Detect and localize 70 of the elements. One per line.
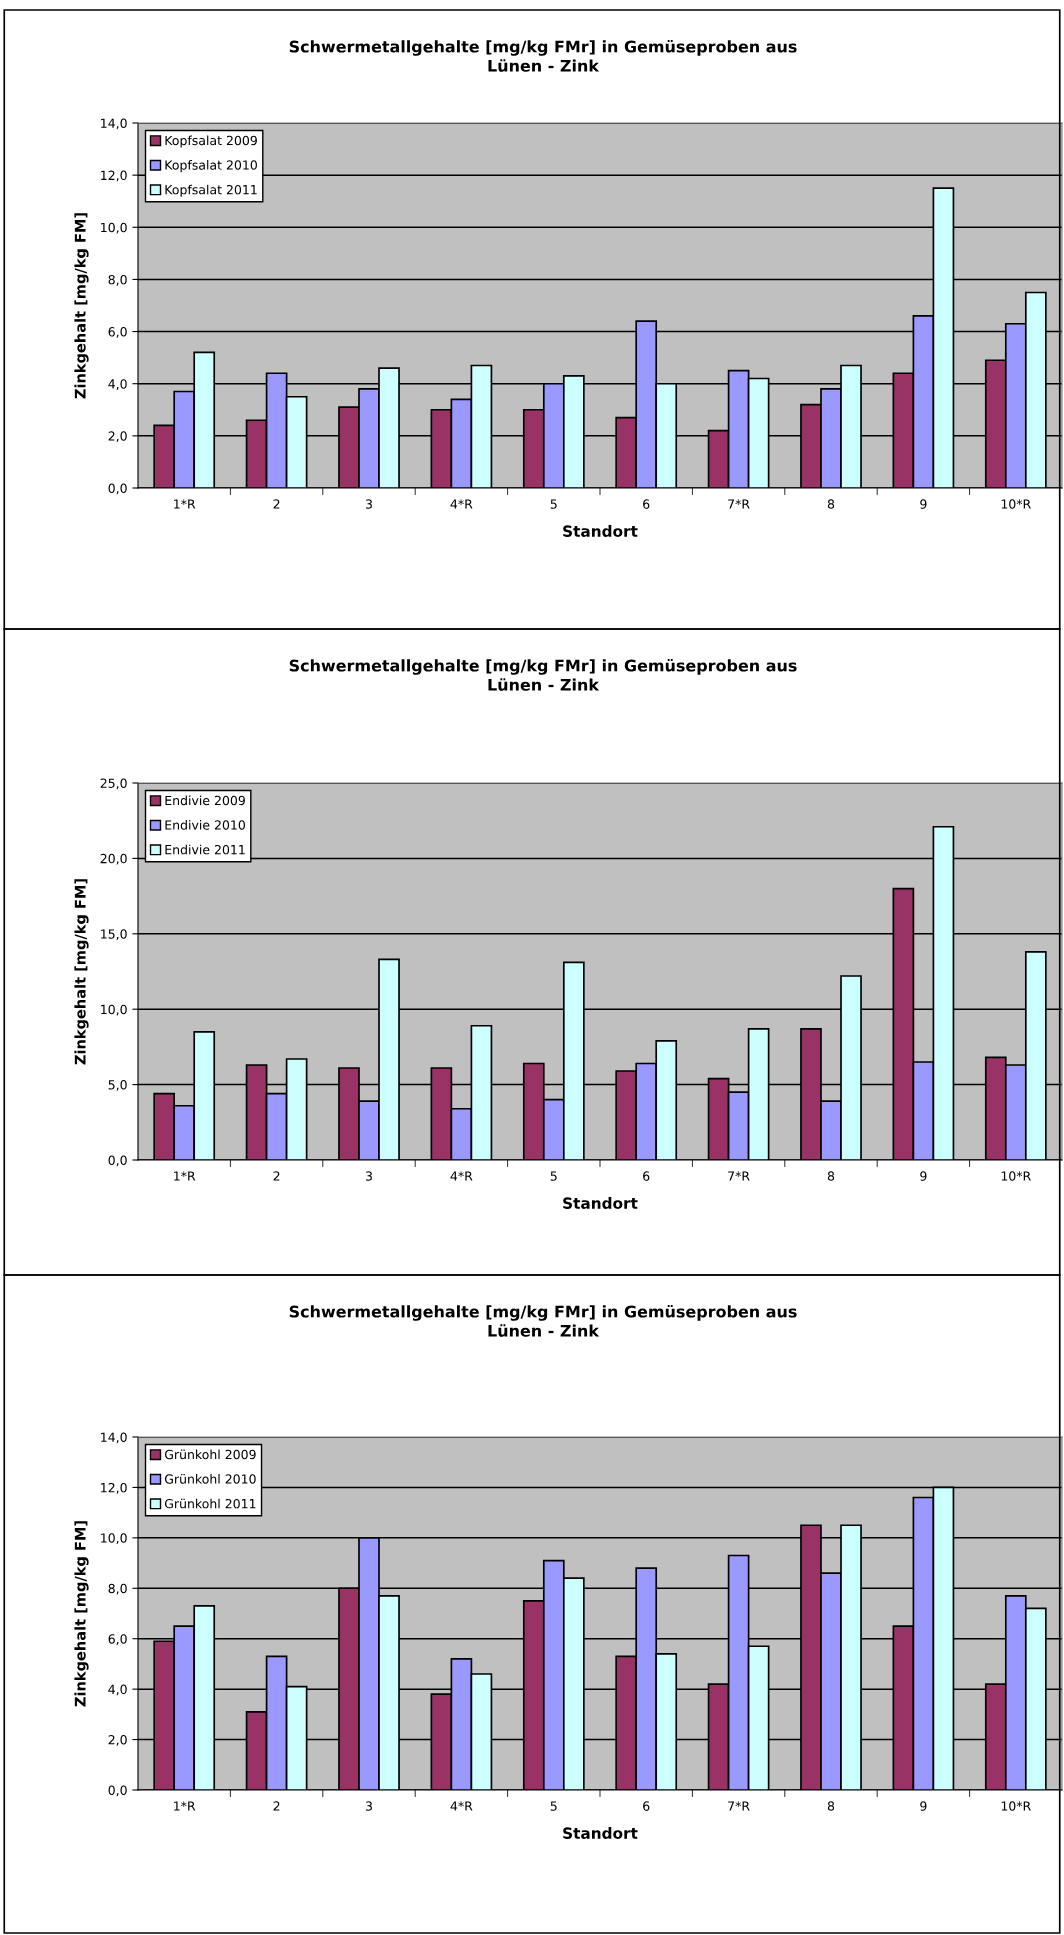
y-tick-label: 0,0 <box>108 1785 127 1797</box>
y-tick-label: 14,0 <box>101 118 127 130</box>
y-tick-label: 0,0 <box>108 1155 127 1167</box>
x-tick-label: 2 <box>273 1171 280 1181</box>
y-tick-label: 8,0 <box>108 274 127 286</box>
x-tick-label: 8 <box>827 499 835 509</box>
x-axis-title: Standort <box>563 1197 638 1209</box>
y-tick-label: 2,0 <box>108 431 127 443</box>
x-tick-label: 10*R <box>1001 1801 1031 1811</box>
x-tick-label: 2 <box>273 1801 280 1811</box>
x-tick-label: 2 <box>273 499 280 509</box>
x-tick-label: 1*R <box>174 1171 196 1181</box>
chart-title: Schwermetallgehalte [mg/kg FMr] in Gemüseproben aus Lünen - Zink <box>289 40 797 72</box>
x-tick-label: 9 <box>920 499 927 509</box>
y-axis-title: Zinkgehalt [mg/kg FM] <box>74 1521 89 1707</box>
y-tick-label: 12,0 <box>101 170 127 182</box>
x-tick-label: 4*R <box>450 1801 473 1811</box>
x-tick-label: 7*R <box>728 1171 750 1181</box>
y-tick-label: 10,0 <box>101 1533 127 1545</box>
y-tick-label: 10,0 <box>101 1004 127 1016</box>
y-tick-label: 10,0 <box>101 222 127 234</box>
x-tick-label: 4*R <box>450 499 473 509</box>
x-tick-label: 6 <box>643 1801 650 1811</box>
y-axis-title: Zinkgehalt [mg/kg FM] <box>74 213 89 399</box>
legend-label: Endivie 2010 <box>165 820 245 830</box>
x-tick-label: 1*R <box>174 499 196 509</box>
x-tick-label: 3 <box>365 1171 372 1181</box>
x-tick-label: 10*R <box>1001 499 1031 509</box>
y-tick-label: 6,0 <box>108 327 127 338</box>
legend-label: Grünkohl 2011 <box>164 1498 256 1509</box>
x-tick-label: 6 <box>643 1171 650 1181</box>
legend-label: Endivie 2009 <box>165 795 245 806</box>
x-tick-label: 10*R <box>1001 1171 1031 1181</box>
x-tick-label: 5 <box>550 1801 557 1811</box>
x-tick-label: 4*R <box>450 1171 473 1181</box>
chart-title: Schwermetallgehalte [mg/kg FMr] in Gemüseproben aus Lünen - Zink <box>289 659 797 691</box>
legend-label: Grünkohl 2009 <box>164 1449 256 1460</box>
y-tick-label: 4,0 <box>108 1684 127 1696</box>
y-axis-title: Zinkgehalt [mg/kg FM] <box>74 879 89 1065</box>
x-tick-label: 8 <box>827 1171 835 1181</box>
y-tick-label: 6,0 <box>108 1634 127 1645</box>
y-tick-label: 12,0 <box>101 1482 127 1494</box>
legend-label: Endivie 2011 <box>165 844 245 855</box>
x-axis-title: Standort <box>563 525 638 537</box>
x-tick-label: 1*R <box>174 1801 196 1811</box>
x-tick-label: 7*R <box>728 499 750 509</box>
x-tick-label: 3 <box>365 1801 372 1811</box>
legend-label: Kopfsalat 2009 <box>165 135 257 148</box>
x-tick-label: 9 <box>920 1801 927 1811</box>
y-tick-label: 8,0 <box>108 1583 127 1595</box>
y-tick-label: 2,0 <box>108 1735 127 1746</box>
y-tick-label: 14,0 <box>101 1432 127 1444</box>
y-tick-label: 15,0 <box>101 929 127 940</box>
x-tick-label: 5 <box>550 1171 557 1181</box>
legend-label: Kopfsalat 2010 <box>165 160 257 173</box>
x-tick-label: 5 <box>550 499 557 509</box>
x-tick-label: 8 <box>827 1801 835 1811</box>
legend-label: Grünkohl 2010 <box>164 1474 256 1484</box>
chart-title: Schwermetallgehalte [mg/kg FMr] in Gemüseproben aus Lünen - Zink <box>289 1305 797 1337</box>
legend-label: Kopfsalat 2011 <box>165 184 257 197</box>
x-tick-label: 6 <box>643 499 650 509</box>
y-tick-label: 4,0 <box>108 379 127 390</box>
x-tick-label: 3 <box>365 499 372 509</box>
x-tick-label: 7*R <box>728 1801 750 1811</box>
x-axis-title: Standort <box>563 1827 638 1839</box>
y-tick-label: 20,0 <box>100 853 127 865</box>
x-tick-label: 9 <box>920 1171 927 1181</box>
y-tick-label: 0,0 <box>108 483 127 495</box>
y-tick-label: 5,0 <box>108 1080 127 1091</box>
y-tick-label: 25,0 <box>100 778 127 790</box>
